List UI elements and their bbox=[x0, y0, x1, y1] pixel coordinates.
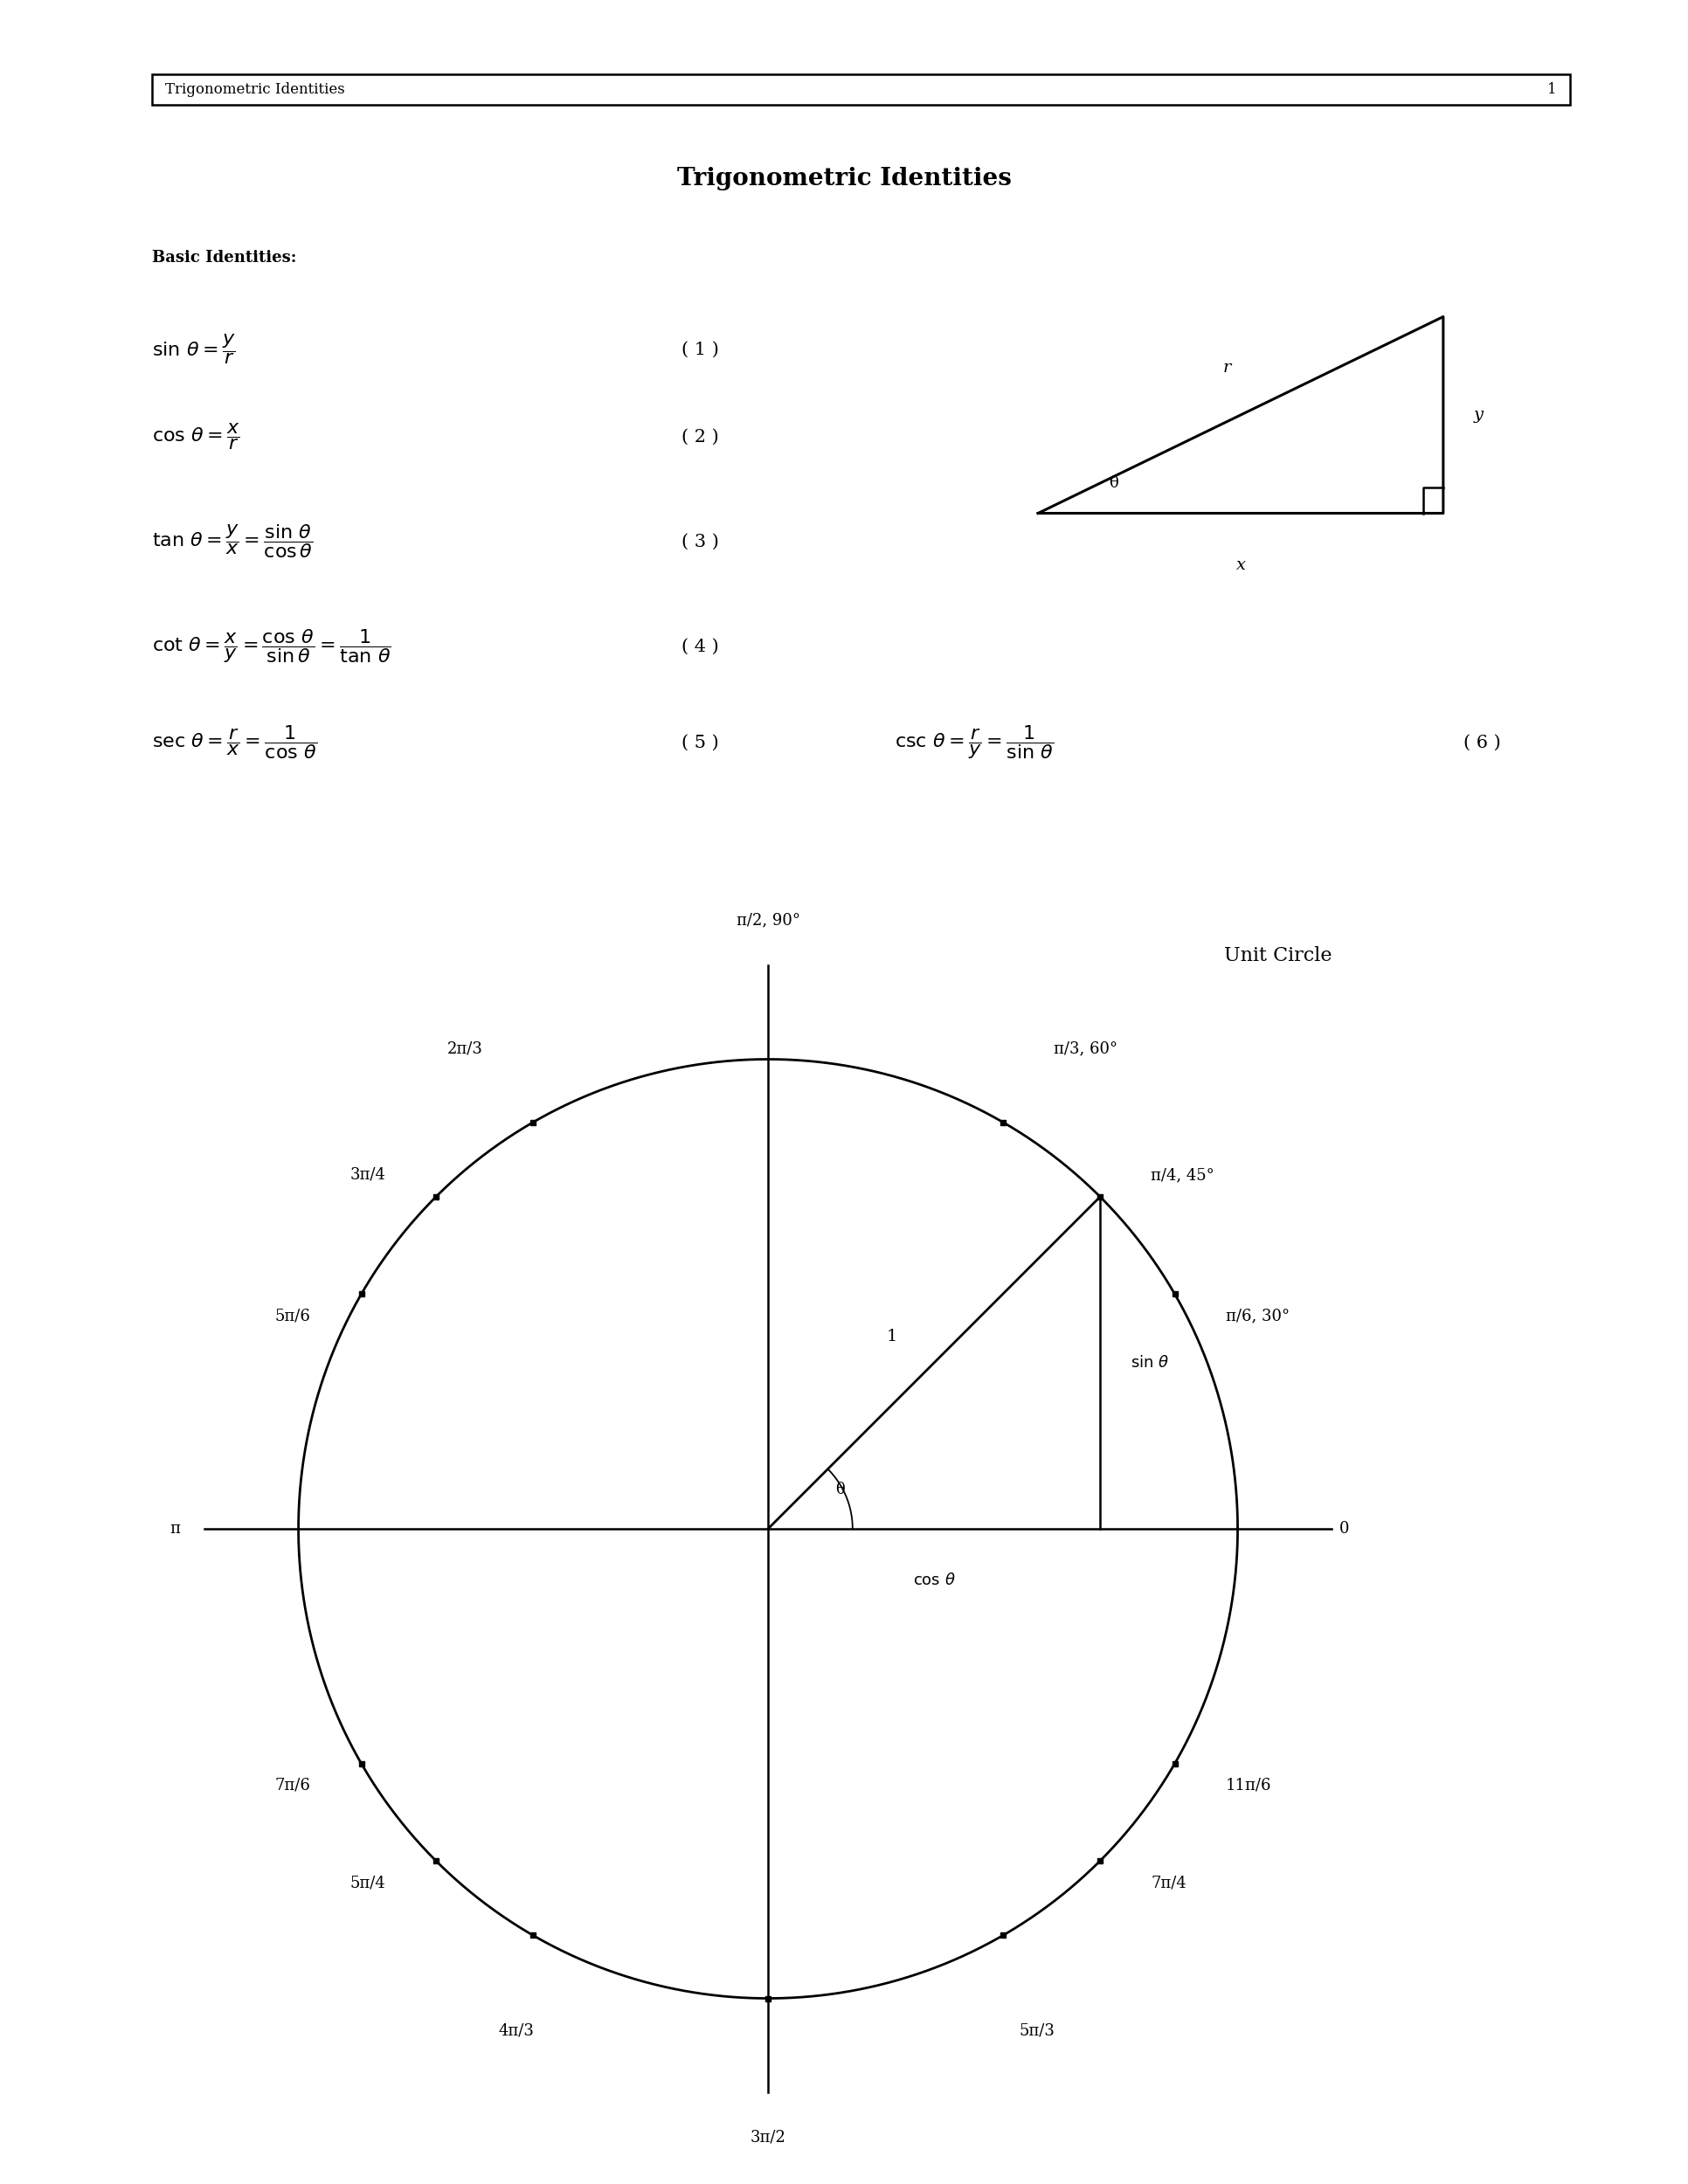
Text: 2π/3: 2π/3 bbox=[447, 1042, 483, 1057]
Text: π: π bbox=[170, 1520, 181, 1538]
Text: ( 6 ): ( 6 ) bbox=[1463, 734, 1501, 751]
Text: 3π/2: 3π/2 bbox=[749, 2129, 787, 2145]
Text: $\cos\,\theta$: $\cos\,\theta$ bbox=[913, 1572, 955, 1588]
Text: 5π/6: 5π/6 bbox=[275, 1308, 311, 1324]
Text: $\cot\,\theta = \dfrac{x}{y} = \dfrac{\cos\,\theta}{\sin\theta} = \dfrac{1}{\tan: $\cot\,\theta = \dfrac{x}{y} = \dfrac{\c… bbox=[152, 627, 392, 666]
Text: 1: 1 bbox=[886, 1328, 896, 1345]
Text: ( 4 ): ( 4 ) bbox=[682, 638, 719, 655]
Bar bbox=[152, 74, 1570, 105]
Text: $\sin\,\theta$: $\sin\,\theta$ bbox=[1131, 1354, 1170, 1372]
Text: π/3, 60°: π/3, 60° bbox=[1053, 1042, 1117, 1057]
Text: Trigonometric Identities: Trigonometric Identities bbox=[165, 83, 344, 96]
Text: $\cos\,\theta = \dfrac{x}{r}$: $\cos\,\theta = \dfrac{x}{r}$ bbox=[152, 422, 240, 452]
Text: 7π/4: 7π/4 bbox=[1151, 1874, 1187, 1891]
Text: ( 3 ): ( 3 ) bbox=[682, 533, 719, 550]
Text: π/4, 45°: π/4, 45° bbox=[1151, 1166, 1214, 1184]
Text: 1: 1 bbox=[1548, 83, 1556, 96]
Text: Unit Circle: Unit Circle bbox=[1224, 946, 1332, 965]
Text: 4π/3: 4π/3 bbox=[498, 2022, 533, 2038]
Text: π/6, 30°: π/6, 30° bbox=[1225, 1308, 1290, 1324]
Text: 5π/4: 5π/4 bbox=[349, 1874, 385, 1891]
Text: Trigonometric Identities: Trigonometric Identities bbox=[677, 168, 1011, 190]
Text: ( 2 ): ( 2 ) bbox=[682, 428, 719, 446]
Text: ( 1 ): ( 1 ) bbox=[682, 341, 719, 358]
Text: $\csc\,\theta = \dfrac{r}{y} = \dfrac{1}{\sin\,\theta}$: $\csc\,\theta = \dfrac{r}{y} = \dfrac{1}… bbox=[895, 723, 1053, 762]
Text: θ: θ bbox=[1109, 474, 1119, 491]
Text: $\sin\,\theta = \dfrac{y}{r}$: $\sin\,\theta = \dfrac{y}{r}$ bbox=[152, 332, 235, 367]
Text: x: x bbox=[1236, 557, 1246, 572]
Text: 5π/3: 5π/3 bbox=[1020, 2022, 1055, 2038]
Text: π/2, 90°: π/2, 90° bbox=[736, 913, 800, 928]
Text: 3π/4: 3π/4 bbox=[349, 1166, 385, 1184]
Text: 0: 0 bbox=[1339, 1520, 1349, 1538]
Text: r: r bbox=[1224, 360, 1231, 376]
Text: y: y bbox=[1474, 406, 1484, 424]
Text: Basic Identities:: Basic Identities: bbox=[152, 249, 297, 266]
Text: $\sec\,\theta = \dfrac{r}{x} = \dfrac{1}{\cos\,\theta}$: $\sec\,\theta = \dfrac{r}{x} = \dfrac{1}… bbox=[152, 723, 317, 762]
Text: 11π/6: 11π/6 bbox=[1225, 1778, 1271, 1793]
Text: ( 5 ): ( 5 ) bbox=[682, 734, 719, 751]
Text: $\tan\,\theta = \dfrac{y}{x} = \dfrac{\sin\,\theta}{\cos\theta}$: $\tan\,\theta = \dfrac{y}{x} = \dfrac{\s… bbox=[152, 522, 314, 561]
Text: θ: θ bbox=[836, 1481, 846, 1498]
Text: 7π/6: 7π/6 bbox=[275, 1778, 311, 1793]
